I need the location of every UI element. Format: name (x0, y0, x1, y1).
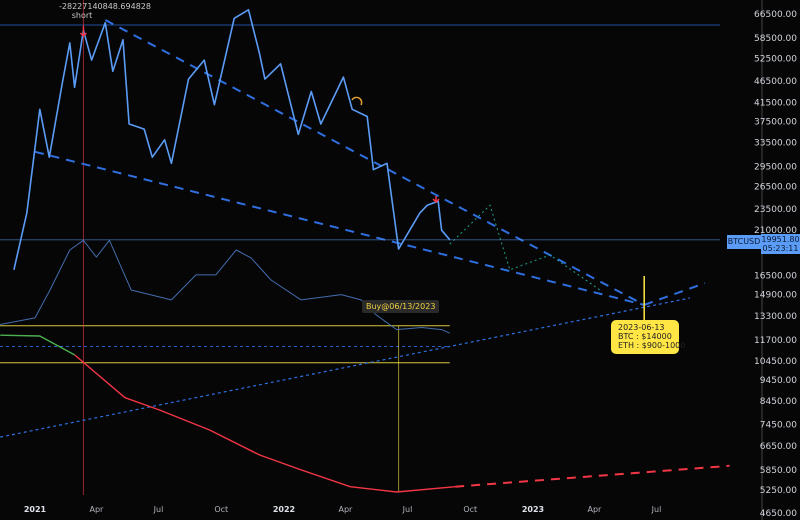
trendline-3 (0, 297, 691, 438)
x-tick-label: 2021 (24, 505, 47, 514)
callout-date: 2023-06-13 (618, 323, 665, 332)
trendline-2 (643, 282, 706, 306)
y-tick-label: 58500.00 (754, 34, 797, 44)
countdown: 05:23:11 (762, 244, 799, 253)
series-price (13, 9, 451, 270)
y-tick-label: 52500.00 (754, 54, 797, 64)
x-tick-label: Oct (463, 505, 477, 514)
x-tick-label: 2023 (522, 505, 544, 514)
series-ma_up (0, 334, 75, 356)
x-tick-label: 2022 (273, 505, 295, 514)
x-tick-label: Jul (402, 505, 413, 514)
last-price-label: 19951.80 05:23:11 (761, 234, 800, 254)
last-price: 19951.80 (761, 235, 800, 244)
trendline-4 (455, 464, 730, 488)
y-tick-label: 8450.00 (760, 397, 797, 407)
buy-label[interactable]: Buy@06/13/2023 (362, 300, 440, 313)
callout-note[interactable]: 2023-06-13 BTC : $14000 ETH : $900-1000 (611, 320, 686, 354)
x-tick-label: Jul (651, 505, 662, 514)
short-label: short (72, 11, 93, 20)
y-tick-label: 10450.00 (754, 357, 797, 367)
y-tick-label: 23500.00 (754, 205, 797, 215)
y-tick-label: 26500.00 (754, 183, 797, 193)
y-tick-label: 29500.00 (754, 162, 797, 172)
short-value-note: -28227140848.694828 (59, 2, 151, 11)
symbol-label: BTCUSD (727, 235, 761, 249)
short-arrow-icon (79, 26, 87, 38)
x-tick-label: Apr (587, 505, 602, 514)
x-tick-label: Jul (153, 505, 164, 514)
y-tick-label: 21000.00 (754, 226, 797, 236)
time-axis[interactable]: 2021 Apr Jul Oct 2022 Apr Jul Oct 2023 Apr Jul (24, 505, 661, 514)
y-tick-label: 66500.00 (754, 10, 797, 20)
projection-path (449, 204, 601, 291)
callout-btc: BTC : $14000 (618, 332, 672, 341)
series-secondary (0, 239, 451, 334)
trendline-1 (34, 150, 645, 306)
x-tick-label: Oct (214, 505, 228, 514)
y-tick-label: 11700.00 (754, 336, 797, 346)
series-ma_down (74, 354, 456, 493)
y-tick-label: 7450.00 (760, 421, 797, 431)
y-tick-label: 46500.00 (754, 77, 797, 87)
y-tick-label: 33500.00 (754, 139, 797, 149)
callout-eth: ETH : $900-1000 (618, 341, 686, 350)
y-tick-label: 4650.00 (760, 509, 797, 519)
price-axis[interactable]: 66500.00 58500.00 52500.00 46500.00 41500.00… (754, 10, 797, 519)
x-tick-label: Apr (89, 505, 104, 514)
y-tick-label: 13300.00 (754, 312, 797, 322)
y-tick-label: 5850.00 (760, 466, 797, 476)
y-tick-label: 9450.00 (760, 376, 797, 386)
arc-marker-icon (351, 96, 363, 106)
sell-arrow-icon (432, 196, 440, 204)
x-tick-label: Apr (338, 505, 353, 514)
y-tick-label: 14900.00 (754, 291, 797, 301)
y-tick-label: 37500.00 (754, 117, 797, 127)
trendline-0 (104, 19, 645, 306)
y-tick-label: 16500.00 (754, 271, 797, 281)
y-tick-label: 41500.00 (754, 98, 797, 108)
y-tick-label: 6650.00 (760, 442, 797, 452)
y-tick-label: 5250.00 (760, 486, 797, 496)
